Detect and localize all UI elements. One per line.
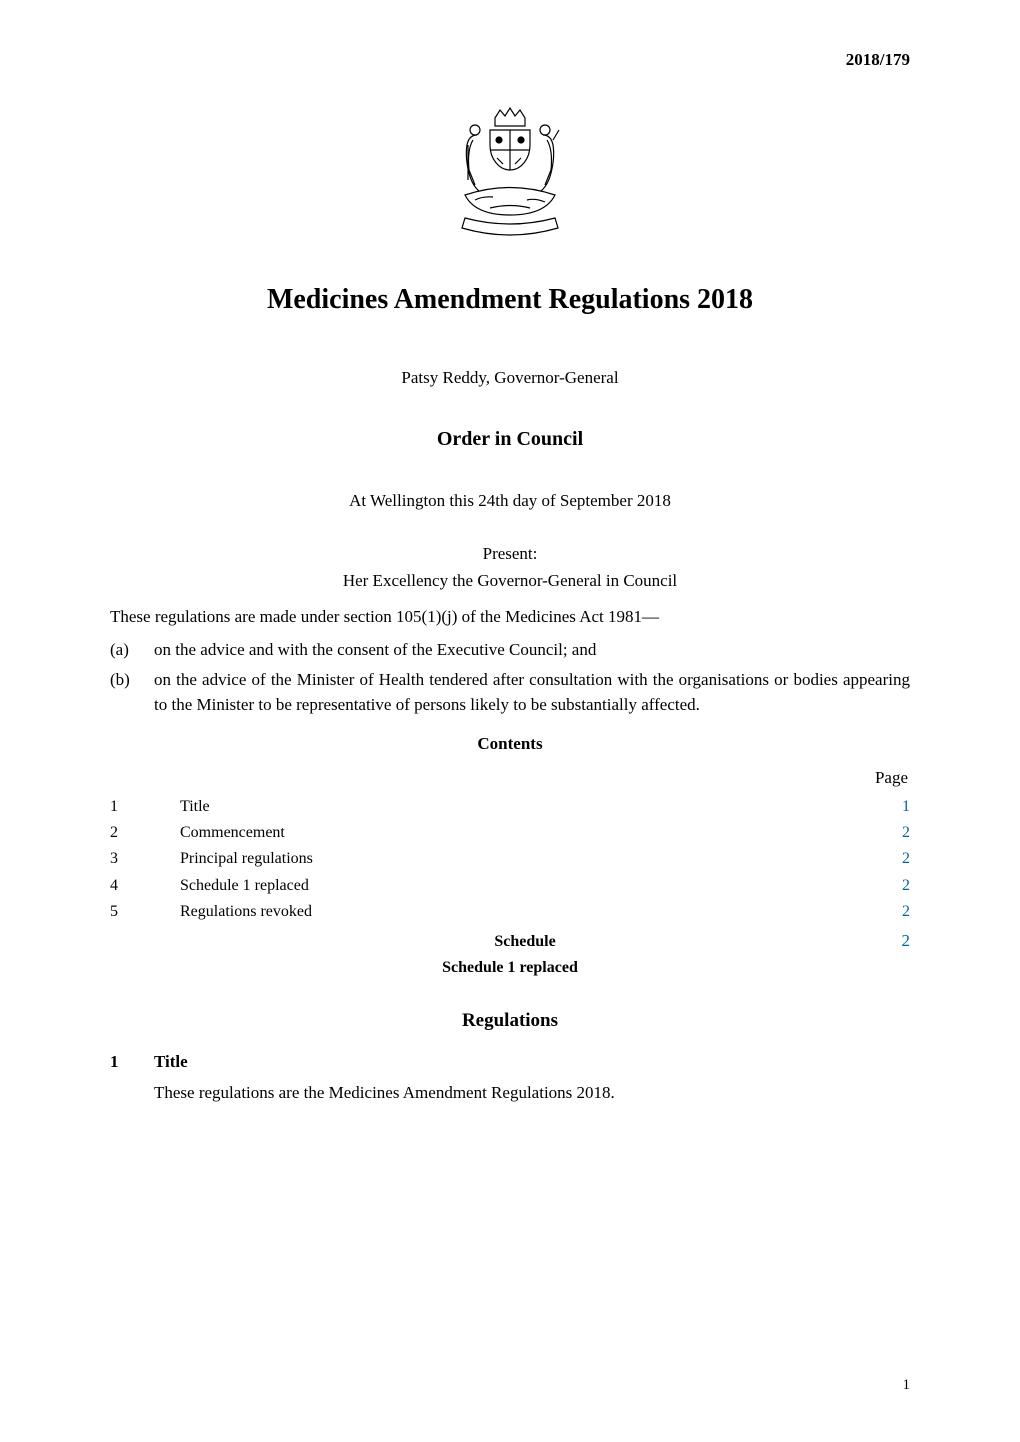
preamble: These regulations are made under section… — [110, 605, 910, 630]
table-of-contents: 1 Title 1 2 Commencement 2 3 Principal r… — [110, 795, 910, 923]
toc-page: 2 — [870, 847, 910, 870]
section-heading: 1 Title — [110, 1050, 910, 1075]
toc-row[interactable]: 4 Schedule 1 replaced 2 — [110, 874, 910, 897]
list-item: (b) on the advice of the Minister of Hea… — [110, 668, 910, 717]
list-text: on the advice and with the consent of th… — [154, 638, 910, 663]
toc-row[interactable]: 1 Title 1 — [110, 795, 910, 818]
contents-heading: Contents — [110, 732, 910, 757]
section-title: Title — [154, 1050, 188, 1075]
enactment-place-date: At Wellington this 24th day of September… — [110, 489, 910, 514]
section-body: These regulations are the Medicines Amen… — [154, 1081, 910, 1106]
toc-title: Principal regulations — [180, 847, 870, 870]
list-item: (a) on the advice and with the consent o… — [110, 638, 910, 663]
regulations-heading: Regulations — [110, 1007, 910, 1035]
toc-page: 2 — [870, 821, 910, 844]
preamble-list: (a) on the advice and with the consent o… — [110, 638, 910, 718]
toc-title: Title — [180, 795, 870, 818]
present-body: Her Excellency the Governor-General in C… — [110, 569, 910, 594]
page-number: 1 — [903, 1375, 911, 1397]
toc-title: Schedule 1 replaced — [180, 874, 870, 897]
toc-number: 4 — [110, 874, 180, 897]
nz-coat-of-arms — [435, 100, 585, 240]
toc-page: 2 — [870, 900, 910, 923]
toc-number: 1 — [110, 795, 180, 818]
toc-number: 3 — [110, 847, 180, 870]
list-marker: (a) — [110, 638, 154, 663]
toc-row[interactable]: 5 Regulations revoked 2 — [110, 900, 910, 923]
toc-title: Regulations revoked — [180, 900, 870, 923]
governor-general: Patsy Reddy, Governor-General — [110, 366, 910, 391]
order-in-council-heading: Order in Council — [110, 425, 910, 454]
toc-page: 2 — [870, 929, 910, 954]
document-reference: 2018/179 — [846, 48, 910, 73]
toc-schedule-row[interactable]: Schedule 2 — [110, 929, 910, 954]
toc-number: 2 — [110, 821, 180, 844]
toc-schedule-label: Schedule — [180, 930, 870, 953]
list-marker: (b) — [110, 668, 154, 717]
toc-title: Commencement — [180, 821, 870, 844]
regulation-title: Medicines Amendment Regulations 2018 — [110, 280, 910, 321]
toc-page: 1 — [870, 795, 910, 818]
toc-row[interactable]: 3 Principal regulations 2 — [110, 847, 910, 870]
page-column-label: Page — [110, 766, 910, 791]
list-text: on the advice of the Minister of Health … — [154, 668, 910, 717]
toc-row[interactable]: 2 Commencement 2 — [110, 821, 910, 844]
toc-schedule-subtitle: Schedule 1 replaced — [110, 956, 910, 979]
toc-number: 5 — [110, 900, 180, 923]
present-label: Present: — [110, 542, 910, 567]
toc-page: 2 — [870, 874, 910, 897]
section-number: 1 — [110, 1050, 154, 1075]
